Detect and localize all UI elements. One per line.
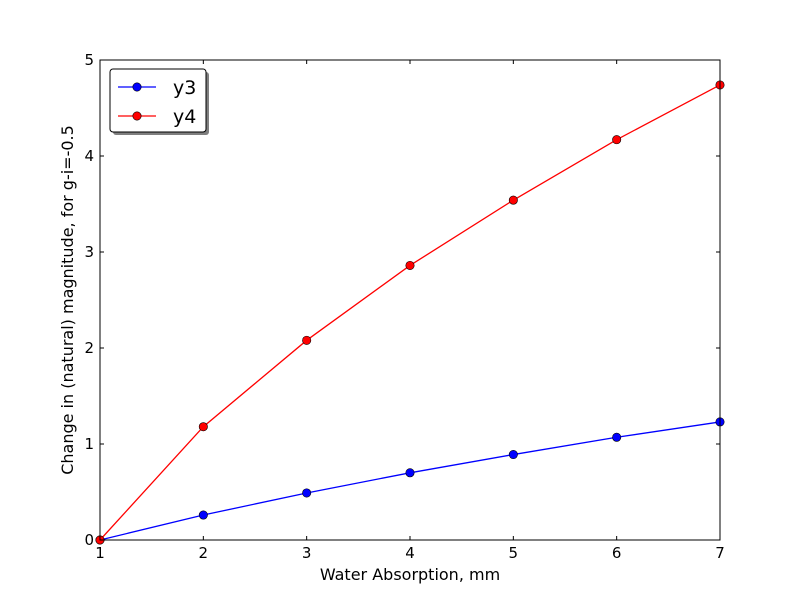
y-axis-label: Change in (natural) magnitude, for g-i=-…	[58, 125, 77, 475]
y-tick-label: 4	[84, 147, 94, 165]
data-point-y3	[405, 468, 415, 478]
x-tick-label: 3	[302, 544, 312, 562]
data-point-y3	[508, 450, 518, 460]
legend-label-y4: y4	[173, 106, 196, 128]
data-point-y3	[302, 488, 312, 498]
x-tick-label: 1	[95, 544, 105, 562]
data-point-y4	[405, 260, 415, 270]
data-point-y4	[612, 135, 622, 145]
y-tick-label: 1	[84, 435, 94, 453]
data-point-y4	[198, 422, 208, 432]
x-tick-label: 5	[509, 544, 519, 562]
y-tick-label: 3	[84, 243, 94, 261]
x-tick-label: 4	[405, 544, 415, 562]
x-axis-label: Water Absorption, mm	[320, 565, 500, 584]
data-point-y4	[302, 335, 312, 345]
x-tick-label: 2	[199, 544, 209, 562]
plot-series	[95, 80, 725, 545]
x-tick-label: 6	[612, 544, 622, 562]
legend-marker-y3	[132, 82, 142, 92]
legend-label-y3: y3	[173, 77, 196, 99]
series-line-y3	[99, 421, 721, 541]
y-tick-label: 2	[84, 339, 94, 357]
legend-marker-y4	[132, 111, 142, 121]
data-point-y3	[198, 510, 208, 520]
x-tick-label: 7	[715, 544, 725, 562]
data-point-y4	[508, 195, 518, 205]
y-tick-label: 0	[84, 531, 94, 549]
data-point-y3	[612, 432, 622, 442]
y-tick-label: 5	[84, 51, 94, 69]
